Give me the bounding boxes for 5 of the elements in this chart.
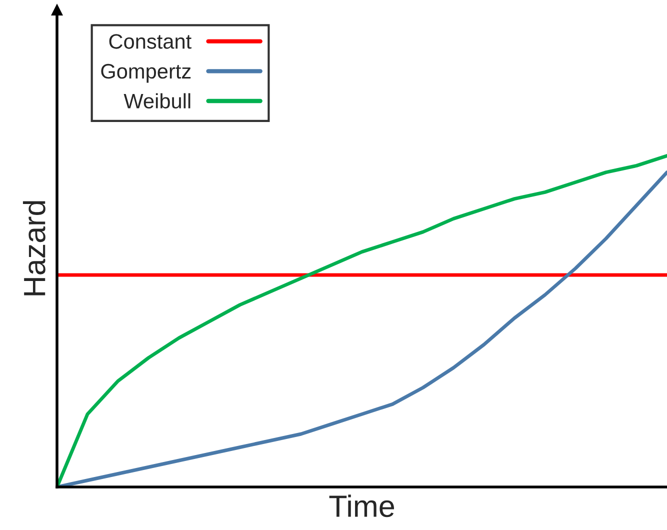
legend-label: Constant — [109, 34, 192, 49]
y-axis-title: Hazard — [22, 201, 46, 296]
x-axis-title: Time — [329, 494, 394, 518]
legend-label: Gompertz — [101, 64, 191, 83]
legend-label: Weibull — [124, 93, 190, 108]
